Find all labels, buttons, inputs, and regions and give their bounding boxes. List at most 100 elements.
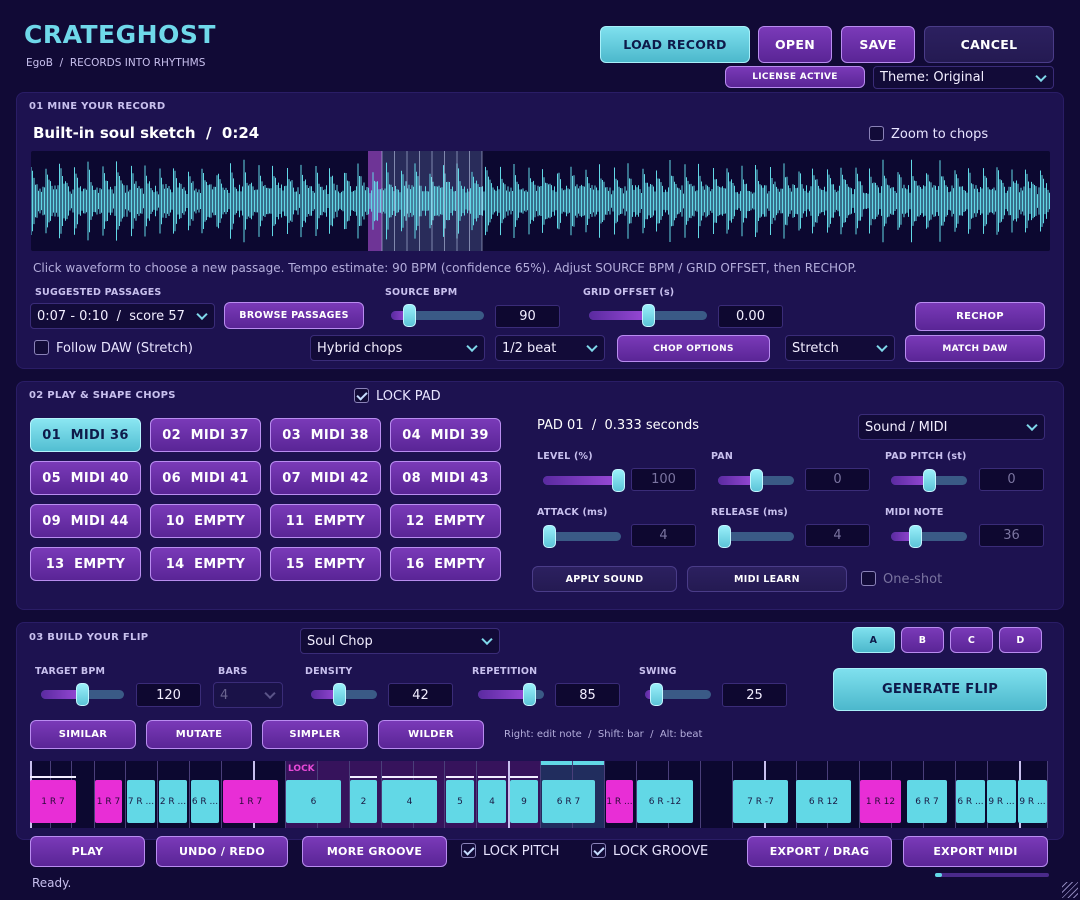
pad-02[interactable]: 02 MIDI 37 xyxy=(150,418,261,452)
pan-slider[interactable] xyxy=(718,469,794,492)
release-slider[interactable] xyxy=(718,525,794,548)
theme-select[interactable]: Theme: Original xyxy=(873,66,1054,89)
variant-b-button[interactable]: B xyxy=(901,627,944,653)
pad-11[interactable]: 11 EMPTY xyxy=(270,504,381,538)
pad-14[interactable]: 14 EMPTY xyxy=(150,547,261,581)
output-mode-select[interactable]: Sound / MIDI xyxy=(858,414,1045,440)
midi-note-slider[interactable] xyxy=(891,525,967,548)
zoom-to-chops-checkbox[interactable] xyxy=(869,126,884,141)
sequencer-note[interactable]: 6 R ... xyxy=(956,780,985,823)
pad-13[interactable]: 13 EMPTY xyxy=(30,547,141,581)
chop-division-select[interactable]: 1/2 beat xyxy=(495,335,605,361)
midi-note-field[interactable]: 36 xyxy=(979,524,1044,547)
pad-07[interactable]: 07 MIDI 42 xyxy=(270,461,381,495)
sequencer-note[interactable]: 1 R 7 xyxy=(95,780,122,823)
one-shot-checkbox[interactable] xyxy=(861,571,876,586)
lock-pad-checkbox[interactable] xyxy=(354,388,369,403)
pad-04[interactable]: 04 MIDI 39 xyxy=(390,418,501,452)
slider-handle[interactable] xyxy=(543,525,556,548)
slider-handle[interactable] xyxy=(750,469,763,492)
slider-handle[interactable] xyxy=(403,304,416,327)
lock-groove-checkbox[interactable] xyxy=(591,843,606,858)
sequencer-note[interactable]: 6 R -12 xyxy=(637,780,693,823)
sequencer-note[interactable]: 5 xyxy=(446,780,474,823)
cancel-button[interactable]: CANCEL xyxy=(924,26,1054,63)
midi-learn-button[interactable]: MIDI LEARN xyxy=(687,566,847,592)
more-groove-button[interactable]: MORE GROOVE xyxy=(302,836,447,867)
grid-offset-slider[interactable] xyxy=(589,304,707,327)
variant-a-button[interactable]: A xyxy=(852,627,895,653)
chop-mode-select[interactable]: Hybrid chops xyxy=(310,335,485,361)
follow-daw-checkbox[interactable] xyxy=(34,340,49,355)
sequencer-note[interactable]: 6 R ... xyxy=(191,780,219,823)
sequencer-note[interactable]: 7 R -7 xyxy=(733,780,788,823)
sequencer-note[interactable]: 7 R ... xyxy=(127,780,155,823)
repetition-slider[interactable] xyxy=(478,683,544,706)
slider-handle[interactable] xyxy=(650,683,663,706)
sequencer-note[interactable]: 1 R 12 xyxy=(860,780,901,823)
sequencer-note[interactable]: 1 R ... xyxy=(606,780,633,823)
slider-handle[interactable] xyxy=(523,683,536,706)
source-bpm-field[interactable]: 90 xyxy=(495,305,560,328)
level-field[interactable]: 100 xyxy=(631,468,696,491)
sequencer-note[interactable]: 9 R ... xyxy=(1018,780,1047,823)
slider-handle[interactable] xyxy=(642,304,655,327)
simpler-button[interactable]: SIMPLER xyxy=(262,720,368,749)
browse-passages-button[interactable]: BROWSE PASSAGES xyxy=(224,302,364,329)
sequencer-note[interactable]: 4 xyxy=(478,780,506,823)
chop-options-button[interactable]: CHOP OPTIONS xyxy=(617,335,770,362)
slider-handle[interactable] xyxy=(909,525,922,548)
variant-d-button[interactable]: D xyxy=(999,627,1042,653)
pad-pitch-field[interactable]: 0 xyxy=(979,468,1044,491)
generate-flip-button[interactable]: GENERATE FLIP xyxy=(833,668,1047,711)
sequencer-note[interactable]: 2 R ... xyxy=(159,780,187,823)
pad-10[interactable]: 10 EMPTY xyxy=(150,504,261,538)
license-status-button[interactable]: LICENSE ACTIVE xyxy=(725,66,865,88)
attack-slider[interactable] xyxy=(543,525,621,548)
load-record-button[interactable]: LOAD RECORD xyxy=(600,26,750,63)
undo-redo-button[interactable]: UNDO / REDO xyxy=(156,836,288,867)
sequencer-note[interactable]: 9 R ... xyxy=(987,780,1016,823)
density-field[interactable]: 42 xyxy=(388,683,453,707)
swing-slider[interactable] xyxy=(645,683,711,706)
stretch-mode-select[interactable]: Stretch xyxy=(785,335,895,361)
waveform[interactable] xyxy=(31,151,1050,251)
sequencer-note[interactable]: 1 R 7 xyxy=(30,780,76,823)
swing-field[interactable]: 25 xyxy=(722,683,787,707)
attack-field[interactable]: 4 xyxy=(631,524,696,547)
release-field[interactable]: 4 xyxy=(805,524,870,547)
pan-field[interactable]: 0 xyxy=(805,468,870,491)
sequencer-note[interactable]: 4 xyxy=(382,780,437,823)
flip-style-select[interactable]: Soul Chop xyxy=(300,628,500,654)
sequencer-note[interactable]: 6 R 7 xyxy=(907,780,947,823)
pad-12[interactable]: 12 EMPTY xyxy=(390,504,501,538)
save-button[interactable]: SAVE xyxy=(841,26,915,63)
pad-01[interactable]: 01 MIDI 36 xyxy=(30,418,141,452)
sequencer-note[interactable]: 6 R 7 xyxy=(542,780,595,823)
sequencer-note[interactable]: 2 xyxy=(350,780,377,823)
sequencer-note[interactable]: 1 R 7 xyxy=(223,780,278,823)
pad-03[interactable]: 03 MIDI 38 xyxy=(270,418,381,452)
mutate-button[interactable]: MUTATE xyxy=(146,720,252,749)
open-button[interactable]: OPEN xyxy=(758,26,832,63)
slider-handle[interactable] xyxy=(718,525,731,548)
variant-c-button[interactable]: C xyxy=(950,627,993,653)
slider-handle[interactable] xyxy=(612,469,625,492)
similar-button[interactable]: SIMILAR xyxy=(30,720,136,749)
grid-offset-field[interactable]: 0.00 xyxy=(718,305,783,328)
resize-grip-icon[interactable] xyxy=(1062,882,1078,898)
target-bpm-field[interactable]: 120 xyxy=(136,683,201,707)
suggested-passages-select[interactable]: 0:07 - 0:10 / score 57 xyxy=(30,303,215,329)
pad-09[interactable]: 09 MIDI 44 xyxy=(30,504,141,538)
pad-15[interactable]: 15 EMPTY xyxy=(270,547,381,581)
rechop-button[interactable]: RECHOP xyxy=(915,302,1045,331)
pad-16[interactable]: 16 EMPTY xyxy=(390,547,501,581)
wilder-button[interactable]: WILDER xyxy=(378,720,484,749)
slider-handle[interactable] xyxy=(76,683,89,706)
pad-06[interactable]: 06 MIDI 41 xyxy=(150,461,261,495)
target-bpm-slider[interactable] xyxy=(41,683,124,706)
lock-pitch-checkbox[interactable] xyxy=(461,843,476,858)
slider-handle[interactable] xyxy=(333,683,346,706)
density-slider[interactable] xyxy=(311,683,377,706)
